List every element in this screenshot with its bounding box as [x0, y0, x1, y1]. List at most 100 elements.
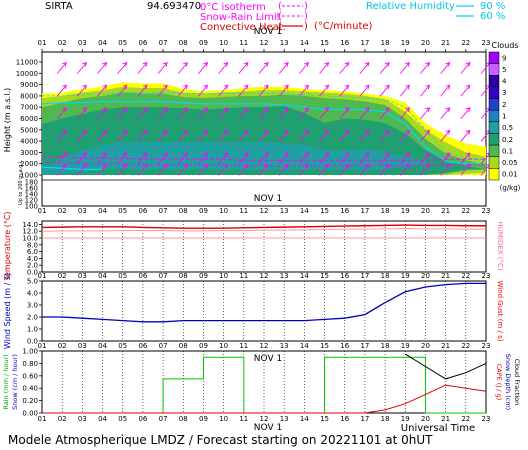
hour-tick-label: 06 [138, 415, 147, 423]
wind-arrow-head [284, 84, 289, 90]
legend-bracket: ) [304, 1, 308, 12]
wind-arrow-shaft [157, 62, 168, 74]
legend-bracket: ) [304, 11, 308, 22]
wind-arrow-shaft [177, 84, 188, 97]
wind-arrow-shaft [480, 130, 491, 142]
wind-arrow-shaft [157, 164, 168, 176]
colorbar-swatch [488, 109, 500, 123]
wind-arrow-shaft [258, 84, 269, 97]
hour-tick-label: 15 [320, 342, 329, 350]
hour-tick-label: 09 [199, 415, 208, 423]
wind-arrow-shaft [359, 152, 370, 165]
wind-arrow-shaft [157, 130, 168, 142]
site-code: 94.693470 [147, 1, 201, 12]
wind-arrow-shaft [56, 62, 67, 74]
wind-arrow-shaft [238, 152, 249, 165]
hour-tick-label: 23 [482, 39, 491, 47]
wind-arrow-shaft [480, 84, 491, 97]
wind-arrow-head [284, 152, 289, 158]
hour-tick-label: 22 [461, 272, 470, 280]
wind-arrow-head [243, 163, 249, 169]
wind-arrow-shaft [299, 107, 309, 120]
hour-tick-label: 09 [199, 39, 208, 47]
wind-arrow-head [183, 129, 188, 135]
hour-tick-label: 12 [260, 207, 269, 215]
wind-arrow-shaft [399, 130, 410, 142]
wind-arrow-head [465, 62, 471, 67]
hour-tick-label: 08 [179, 39, 188, 47]
snowrain-legend-label: Snow-Rain Limit [200, 12, 281, 23]
wind-arrow-shaft [198, 130, 208, 142]
colorbar-swatch [488, 156, 500, 169]
wind-arrow-head [344, 152, 350, 158]
wind-arrow-shaft [319, 107, 329, 120]
wind-arrow-head [425, 152, 431, 158]
convective-unit: (°C/minute) [314, 21, 373, 32]
colorbar-swatch [488, 86, 500, 99]
wind-arrow-head [243, 84, 249, 90]
wind-arrow-shaft [460, 152, 471, 165]
wind-arrow-shaft [97, 107, 107, 120]
wind-arrow-head [82, 152, 87, 158]
wind-arrow-head [82, 62, 87, 67]
legend-bracket: ( [278, 21, 282, 32]
wind-arrow-head [445, 107, 451, 112]
wind-arrow-head [162, 84, 168, 90]
wind-arrow-shaft [460, 84, 471, 97]
hour-tick-label: 03 [78, 415, 87, 423]
wind-arrow-head [223, 163, 229, 169]
isotherm-line [42, 156, 486, 161]
hour-tick-label: 09 [199, 207, 208, 215]
wind-arrow-shaft [339, 130, 350, 142]
wind-arrow-head [324, 62, 330, 67]
wind-arrow-shaft [399, 152, 410, 165]
precip-ytick-label: 1.00 [22, 348, 38, 356]
wind-arrow-shaft [460, 62, 471, 74]
wind-arrow-head [62, 107, 67, 112]
wind-arrow-shaft [117, 62, 128, 74]
wind-arrow-shaft [440, 152, 450, 165]
wind-arrow-head [82, 163, 87, 169]
wind-arrow-shaft [299, 62, 309, 74]
wind-arrow-head [203, 62, 209, 67]
wind-arrow-shaft [157, 84, 168, 97]
colorbar-level-label: 1 [502, 113, 506, 121]
hour-tick-label: 14 [300, 272, 309, 280]
hour-tick-label: 11 [239, 415, 248, 423]
cape-line [42, 384, 487, 414]
hour-tick-label: 22 [461, 342, 470, 350]
wind-arrow-shaft [480, 62, 491, 74]
cloud-ytick-label: 2000 [20, 160, 38, 168]
wind-ylabel: Wind Speed (m / s) [3, 273, 12, 349]
wind-arrow-head [425, 129, 431, 135]
hour-tick-label: 07 [159, 415, 168, 423]
wind-arrow-head [243, 62, 249, 67]
hour-tick-label: 13 [280, 207, 289, 215]
temperature-ytick-label: 0.0 [27, 269, 38, 277]
date-label: NOV 1 [254, 194, 282, 204]
hour-tick-label: 13 [280, 342, 289, 350]
hour-tick-label: 08 [179, 207, 188, 215]
wind-arrow-head [62, 84, 67, 90]
wind-arrow-shaft [198, 107, 208, 120]
wind-arrow-shaft [238, 84, 249, 97]
wind-arrow-head [425, 107, 431, 112]
wind-arrow-head [183, 152, 188, 158]
wind-arrow-shaft [198, 84, 208, 97]
wind-arrow-head [284, 163, 289, 169]
colorbar-level-label: 9 [502, 54, 506, 62]
wind-arrow-shaft [77, 152, 87, 165]
wind-arrow-shaft [319, 84, 329, 97]
colorbar-level-label: 0.01 [502, 171, 518, 179]
hour-tick-label: 22 [461, 207, 470, 215]
wind-speed-line [42, 282, 486, 323]
wind-arrow-head [364, 152, 370, 158]
wind-arrow-head [465, 152, 471, 158]
hour-tick-label: 23 [482, 207, 491, 215]
wind-arrow-shaft [399, 84, 410, 97]
wind-arrow-head [263, 62, 269, 67]
wind-arrow-shaft [319, 152, 329, 165]
wind-arrow-head [405, 163, 410, 169]
wind-arrow-shaft [440, 107, 450, 120]
